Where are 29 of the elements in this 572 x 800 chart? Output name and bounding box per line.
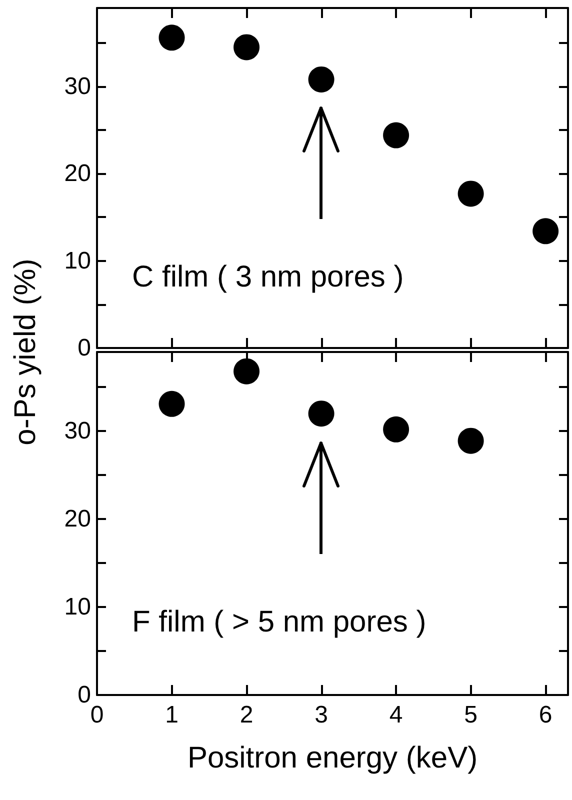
annotation: C film ( 3 nm pores ) (132, 260, 404, 294)
point (308, 400, 334, 427)
point (308, 66, 334, 92)
point (383, 122, 410, 148)
y-tick-label: 20 (64, 160, 91, 188)
annotation: F film ( > 5 nm pores ) (132, 606, 426, 638)
point (458, 180, 484, 207)
point (234, 34, 260, 60)
y-tick-label: 30 (64, 418, 91, 445)
x-tick-label: 6 (538, 702, 552, 728)
x-axis-title: Positron energy (keV) (187, 742, 478, 774)
x-tick-label: 2 (240, 702, 254, 728)
y-axis-title: o-Ps yield (%) (8, 258, 43, 448)
x-tick-label: 3 (314, 702, 328, 728)
x-tick-label: 1 (165, 702, 178, 728)
y-tick-label: 0 (78, 682, 91, 708)
y-tick-label: 10 (64, 594, 91, 621)
y-tick-label: 20 (64, 506, 91, 533)
point (158, 24, 185, 51)
point (458, 428, 484, 454)
point (234, 358, 260, 384)
x-tick-label: 5 (464, 702, 478, 728)
y-tick-label: 10 (64, 247, 91, 274)
x-tick-label: 4 (389, 702, 403, 728)
y-tick-label: 30 (64, 72, 91, 100)
point (158, 390, 185, 417)
point (383, 416, 410, 442)
y-tick-label: 0 (78, 334, 91, 362)
point (532, 218, 559, 244)
